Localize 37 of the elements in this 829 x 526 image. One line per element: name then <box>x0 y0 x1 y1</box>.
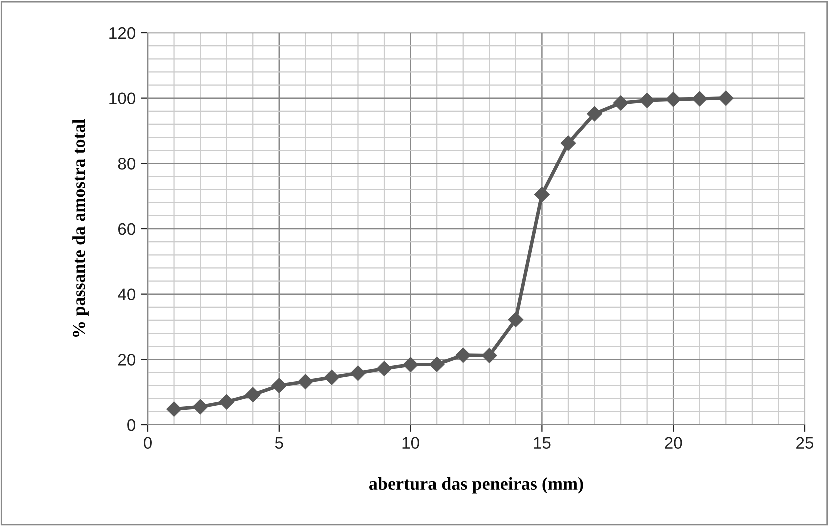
point <box>508 312 524 328</box>
point <box>587 106 602 122</box>
x-tick-label: 10 <box>402 437 420 450</box>
point <box>166 402 182 417</box>
x-tick-label: 15 <box>534 437 551 450</box>
point <box>666 92 682 108</box>
point <box>376 361 392 376</box>
x-tick-label: 5 <box>275 437 284 450</box>
y-axis-title: % passante da amostra total <box>72 119 89 337</box>
y-tick-label: 0 <box>128 419 136 432</box>
x-tick-label: 25 <box>796 437 814 450</box>
y-tick-label: 60 <box>118 223 136 236</box>
point <box>718 90 734 106</box>
point <box>482 348 498 364</box>
point <box>640 93 655 108</box>
point <box>456 348 471 363</box>
point <box>192 399 208 415</box>
point <box>350 366 366 381</box>
y-tick-label: 20 <box>118 354 136 366</box>
point <box>219 394 234 410</box>
x-tick-label: 0 <box>144 437 152 450</box>
point <box>534 187 550 202</box>
point <box>272 378 287 394</box>
point <box>613 96 629 111</box>
y-tick-label: 120 <box>110 27 136 40</box>
point <box>430 356 445 372</box>
point <box>560 136 576 151</box>
point <box>692 91 708 107</box>
point <box>324 370 340 386</box>
point <box>246 387 261 403</box>
x-axis-title: abertura das peneiras (mm) <box>370 477 584 494</box>
x-tick-label: 20 <box>665 437 682 450</box>
y-tick-label: 100 <box>110 92 136 105</box>
point <box>298 374 314 390</box>
y-tick-label: 40 <box>118 288 136 301</box>
y-tick-label: 80 <box>118 158 136 170</box>
point <box>403 357 418 372</box>
